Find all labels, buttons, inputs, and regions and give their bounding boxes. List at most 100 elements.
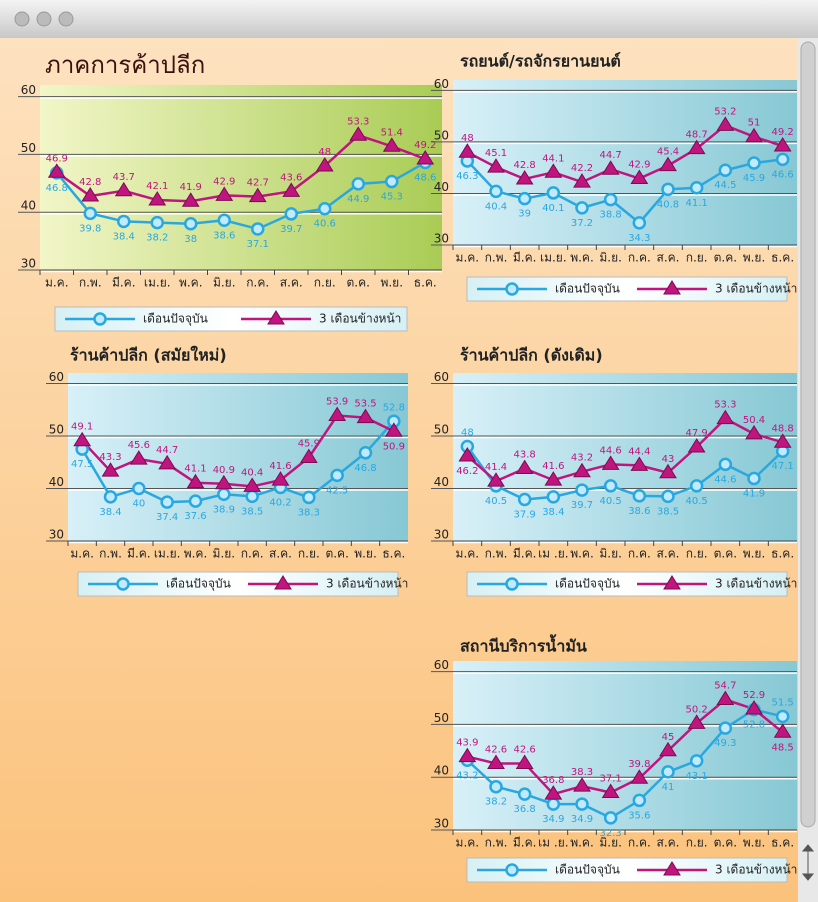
data-point	[217, 213, 231, 228]
scroll-thumb[interactable]	[800, 41, 816, 828]
x-tick-label: ต.ค.	[714, 251, 737, 265]
data-label: 37.2	[571, 218, 593, 229]
x-tick-label: ม.ค.	[456, 836, 480, 850]
data-label: 48.6	[414, 172, 436, 183]
data-point	[148, 191, 167, 206]
data-point	[573, 777, 591, 792]
chart-title: สถานีบริการน้ำมัน	[460, 634, 587, 656]
data-label: 45.4	[657, 147, 679, 158]
data-label: 48	[318, 147, 331, 158]
y-tick-label: 60	[434, 658, 449, 672]
data-point	[687, 438, 706, 453]
data-label: 37.4	[156, 512, 178, 523]
data-label: 44.7	[156, 445, 178, 456]
data-point	[632, 793, 647, 808]
legend-label: 3 เดือนข้างหน้า	[715, 577, 797, 591]
x-tick-label: เม .ย.	[538, 836, 569, 850]
data-point	[546, 797, 561, 811]
data-label: 51.4	[381, 127, 403, 138]
data-label: 42.7	[247, 178, 269, 189]
data-point	[544, 785, 563, 800]
data-point	[385, 174, 399, 189]
x-tick-label: ธ.ค.	[382, 547, 405, 561]
data-label: 52.8	[383, 402, 405, 413]
legend-marker	[505, 863, 519, 877]
data-label: 47.9	[686, 428, 708, 439]
y-tick-label: 50	[49, 423, 64, 437]
data-label: 38.2	[485, 797, 507, 808]
window-button[interactable]	[36, 11, 52, 27]
data-point	[315, 156, 334, 172]
data-point	[302, 490, 316, 505]
data-label: 49.3	[714, 738, 736, 749]
data-point	[718, 163, 733, 177]
data-label: 36.8	[542, 775, 564, 786]
data-point	[716, 690, 735, 706]
y-tick-label: 40	[434, 475, 449, 489]
window-button[interactable]	[58, 11, 74, 27]
data-label: 38.8	[600, 210, 622, 221]
legend-marker	[116, 577, 130, 591]
data-label: 46.2	[456, 466, 478, 477]
data-label: 52.8	[743, 720, 765, 731]
data-point	[544, 163, 563, 178]
x-tick-label: พ.ค.	[570, 547, 594, 561]
y-tick-label: 30	[434, 528, 449, 542]
x-tick-label: พ.ค.	[184, 547, 208, 561]
data-point	[101, 462, 120, 477]
data-point	[601, 160, 620, 175]
data-label: 40	[132, 499, 145, 510]
x-tick-label: ธ.ค.	[771, 836, 794, 850]
x-tick-label: มี.ค.	[513, 836, 537, 850]
chart-title: ร้านค้าปลีก (สมัยใหม่)	[70, 346, 227, 365]
scroll-arrows[interactable]	[801, 844, 815, 881]
data-label: 41.6	[269, 461, 291, 472]
data-label: 42.9	[628, 159, 650, 170]
data-point	[73, 431, 92, 447]
x-tick-label: ส.ค.	[269, 547, 292, 561]
data-point	[114, 181, 133, 197]
window-button[interactable]	[14, 11, 30, 27]
data-point	[661, 765, 675, 779]
x-tick-label: ก.พ.	[99, 547, 122, 561]
data-point	[630, 769, 649, 784]
data-point	[356, 408, 375, 424]
x-tick-label: ม.ค.	[456, 251, 480, 265]
data-label: 34.9	[571, 814, 593, 825]
x-tick-label: ก.ย.	[686, 251, 708, 265]
data-label: 50.9	[383, 441, 405, 452]
data-point	[689, 754, 704, 768]
data-label: 38.9	[213, 504, 235, 515]
x-tick-label: มิ.ย.	[213, 547, 236, 561]
x-tick-label: เม.ย.	[144, 276, 171, 290]
data-label: 38.2	[146, 233, 168, 244]
plot-area	[453, 80, 797, 245]
data-label: 53.9	[326, 397, 348, 408]
data-label: 40.5	[485, 496, 507, 507]
x-tick-label: ส.ค.	[657, 251, 680, 265]
data-point	[349, 126, 368, 141]
data-point	[284, 207, 298, 221]
x-tick-label: เม .ย.	[538, 547, 569, 561]
data-label: 40.2	[269, 497, 291, 508]
data-label: 50.2	[686, 704, 708, 715]
title-bar	[0, 0, 818, 38]
y-tick-label: 40	[434, 764, 449, 778]
data-label: 43.2	[456, 770, 478, 781]
y-tick-label: 60	[21, 83, 36, 97]
data-label: 44.4	[628, 446, 650, 457]
data-label: 53.3	[714, 400, 736, 411]
x-tick-label: ก.พ.	[485, 251, 508, 265]
x-tick-label: เม.ย.	[154, 547, 181, 561]
data-point	[716, 116, 735, 131]
y-tick-label: 50	[434, 423, 449, 437]
x-tick-label: ก.ค.	[628, 547, 651, 561]
data-point	[544, 471, 563, 486]
data-point	[747, 156, 761, 170]
data-point	[517, 787, 532, 801]
data-label: 46.9	[46, 153, 68, 164]
legend-label: เดือนปัจจุบัน	[166, 577, 231, 592]
data-point	[517, 492, 532, 507]
data-point	[515, 170, 534, 185]
data-label: 37.1	[247, 239, 269, 250]
